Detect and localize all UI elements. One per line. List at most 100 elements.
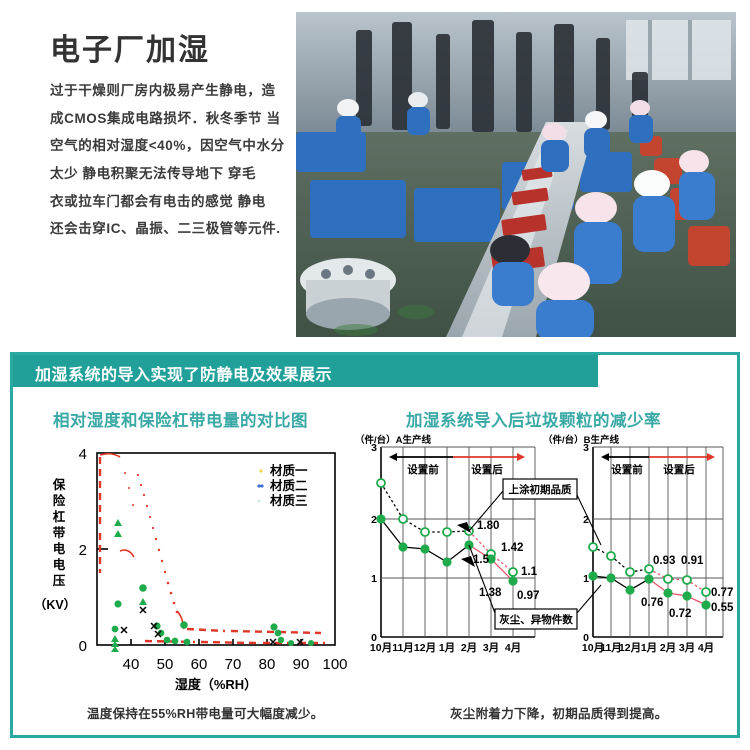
svg-text:100: 100 xyxy=(322,656,347,673)
phase-after-a: 设置后 xyxy=(471,463,503,476)
svg-text:0.76: 0.76 xyxy=(641,597,663,609)
svg-text:压: 压 xyxy=(53,574,66,588)
svg-text:1: 1 xyxy=(371,573,377,585)
svg-text:险: 险 xyxy=(53,493,66,508)
page-title: 电子厂加湿 xyxy=(50,34,210,67)
y-tick-0: 0 xyxy=(79,638,87,655)
photo-graphic xyxy=(296,12,736,337)
series-material-3-points xyxy=(120,606,304,646)
svg-text:1.1: 1.1 xyxy=(521,566,538,578)
phase-arrows-a: 设置前 设置后 xyxy=(389,453,525,476)
value-labels-a: 1.80 1.42 1.1 1.5 1.38 0.97 xyxy=(473,520,539,602)
chart-b: 3 2 1 0 10月 11月 12月 1月 2月 3月 4月 xyxy=(582,442,734,654)
svg-text:4月: 4月 xyxy=(698,642,714,654)
svg-text:3: 3 xyxy=(371,442,377,454)
annotation-dust: 灰尘、异物件数 xyxy=(468,544,602,630)
svg-text:3月: 3月 xyxy=(483,642,499,654)
right-chart-caption: 灰尘附着力下降，初期品质得到提高。 xyxy=(450,707,668,721)
x-months-b: 10月 11月 12月 1月 2月 3月 4月 xyxy=(582,642,714,654)
svg-text:70: 70 xyxy=(225,656,242,673)
svg-text:1.80: 1.80 xyxy=(477,520,499,532)
svg-text:4月: 4月 xyxy=(505,642,521,654)
annotation-quality: 上涂初期品质 xyxy=(468,478,602,546)
legend-item-2: 材质二 xyxy=(269,478,308,493)
intro-paragraph: 过于干燥则厂房内极易产生静电，造 成CMOS集成电路损坏．秋冬季节 当 空气的相… xyxy=(50,77,305,243)
y-tick-2: 2 xyxy=(79,542,87,559)
intro-line: 过于干燥则厂房内极易产生静电，造 xyxy=(50,83,276,98)
particle-reduction-charts: （件/台）A生产线 3 2 1 xyxy=(353,433,741,695)
left-chart-caption: 温度保持在55%RH带电量可大幅度减少。 xyxy=(87,707,324,721)
svg-text:0.91: 0.91 xyxy=(681,555,704,567)
svg-text:保: 保 xyxy=(52,477,66,492)
header-section: 电子厂加湿 过于干燥则厂房内极易产生静电，造 成CMOS集成电路损坏．秋冬季节 … xyxy=(0,0,750,345)
humidity-vs-charge-chart: 4 2 0 40 50 60 70 80 90 100 湿度（%RH） xyxy=(25,433,365,695)
svg-text:0.93: 0.93 xyxy=(653,555,675,567)
right-chart-title: 加湿系统导入后垃圾颗粒的减少率 xyxy=(406,412,661,430)
svg-text:1月: 1月 xyxy=(641,642,657,654)
svg-text:1月: 1月 xyxy=(439,642,455,654)
svg-text:12月: 12月 xyxy=(414,642,436,654)
svg-text:2: 2 xyxy=(583,514,589,526)
svg-text:80: 80 xyxy=(259,656,276,673)
legend-item-1: 材质一 xyxy=(269,463,308,478)
annotation-dust-label: 灰尘、异物件数 xyxy=(499,613,573,626)
intro-line: 太少 静电积聚无法传导地下 穿毛 xyxy=(50,166,257,182)
svg-text:10月: 10月 xyxy=(582,642,604,654)
svg-text:40: 40 xyxy=(123,656,140,673)
series-b-dust-points xyxy=(588,571,711,610)
svg-text:90: 90 xyxy=(293,656,310,673)
y-tick-4: 4 xyxy=(79,446,87,463)
svg-text:11月: 11月 xyxy=(392,642,414,654)
svg-text:12月: 12月 xyxy=(619,642,641,654)
value-labels-b: 0.93 0.91 0.77 0.76 0.72 0.55 xyxy=(641,555,734,620)
chart-legend: 材质一 材质二 材质三 xyxy=(235,463,327,511)
svg-text:3: 3 xyxy=(583,442,589,454)
series-b-quality-points xyxy=(588,542,711,597)
annotation-quality-label: 上涂初期品质 xyxy=(509,483,572,496)
factory-production-line-photo xyxy=(296,12,736,337)
results-panel: 加湿系统的导入实现了防静电及效果展示 相对湿度和保险杠带电量的对比图 加湿系统导… xyxy=(10,352,740,738)
svg-text:1: 1 xyxy=(583,573,589,585)
svg-text:1.38: 1.38 xyxy=(479,587,502,599)
svg-text:0: 0 xyxy=(371,632,377,644)
svg-text:2月: 2月 xyxy=(660,642,676,654)
unit-label-a: （件/台）A生产线 xyxy=(355,434,432,446)
series-material-2-points xyxy=(111,519,147,652)
svg-text:50: 50 xyxy=(157,656,174,673)
phase-after-b: 设置后 xyxy=(663,463,695,476)
svg-text:1.5: 1.5 xyxy=(473,554,490,566)
svg-text:2: 2 xyxy=(371,514,377,526)
svg-text:带: 带 xyxy=(53,525,66,540)
svg-text:1.42: 1.42 xyxy=(501,542,523,554)
intro-text-block: 电子厂加湿 过于干燥则厂房内极易产生静电，造 成CMOS集成电路损坏．秋冬季节 … xyxy=(50,34,305,243)
panel-banner xyxy=(13,355,598,387)
intro-line: 还会击穿IC、晶振、二三极管等元件. xyxy=(50,221,281,237)
svg-text:0.97: 0.97 xyxy=(517,590,539,602)
x-axis-label: 湿度（%RH） xyxy=(175,677,257,692)
x-months-a: 10月 11月 12月 1月 2月 3月 4月 xyxy=(370,642,521,654)
svg-text:0.72: 0.72 xyxy=(669,608,691,620)
intro-line: 空气的相对湿度<40%，因空气中水分 xyxy=(50,138,285,154)
svg-text:0: 0 xyxy=(583,632,589,644)
svg-text:杠: 杠 xyxy=(53,509,66,524)
svg-text:11月: 11月 xyxy=(600,642,622,654)
legend-item-3: 材质三 xyxy=(269,493,308,508)
intro-line: 成CMOS集成电路损坏．秋冬季节 当 xyxy=(50,110,281,126)
phase-before-a: 设置前 xyxy=(407,463,439,476)
svg-text:电: 电 xyxy=(53,557,66,572)
svg-text:0.77: 0.77 xyxy=(711,587,733,599)
unit-label-b: （件/台）B生产线 xyxy=(543,434,620,446)
phase-before-b: 设置前 xyxy=(611,463,643,476)
y-axis-unit: （KV） xyxy=(34,597,76,612)
panel-banner-label: 加湿系统的导入实现了防静电及效果展示 xyxy=(35,367,333,384)
svg-text:0.55: 0.55 xyxy=(711,602,734,614)
y-axis-label: 保 险 杠 带 电 电 压 xyxy=(52,477,66,588)
svg-text:电: 电 xyxy=(53,541,66,556)
phase-arrows-b: 设置前 设置后 xyxy=(601,453,715,476)
svg-text:2月: 2月 xyxy=(461,642,477,654)
left-chart-title: 相对湿度和保险杠带电量的对比图 xyxy=(53,412,308,430)
svg-text:3月: 3月 xyxy=(679,642,695,654)
svg-text:60: 60 xyxy=(191,656,208,673)
svg-text:10月: 10月 xyxy=(370,642,392,654)
chart-a: 3 2 1 0 10月 11月 12月 1月 2月 3月 4月 xyxy=(370,442,539,654)
